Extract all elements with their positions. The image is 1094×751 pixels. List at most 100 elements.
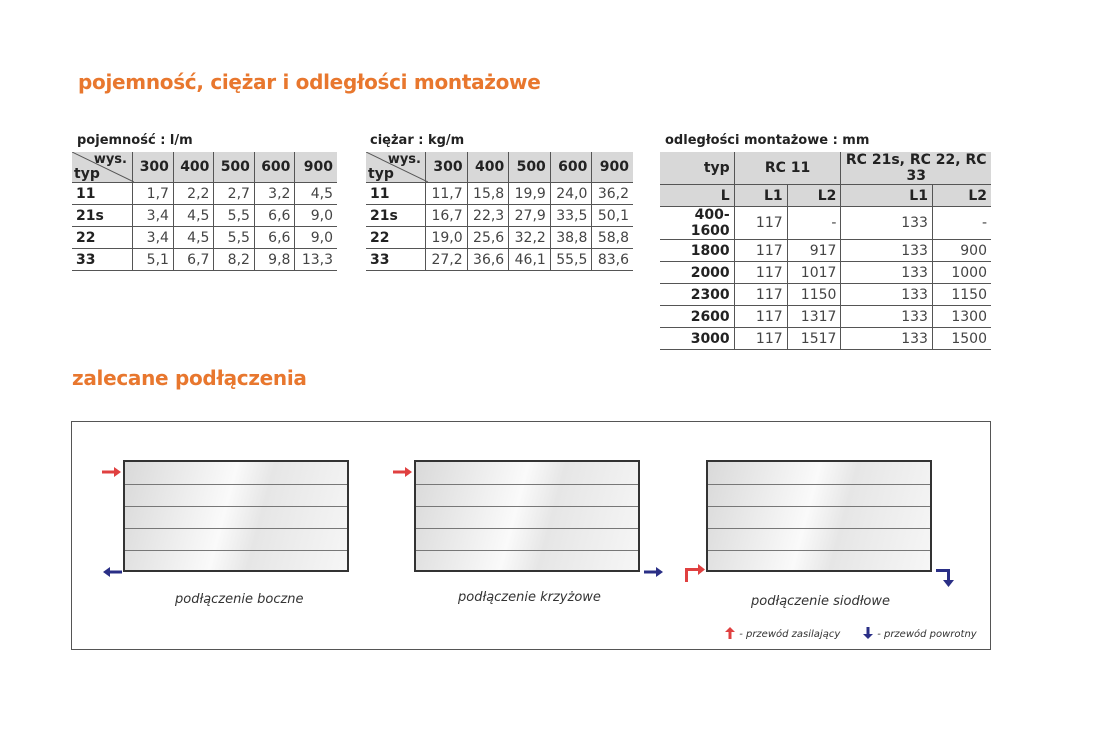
corner-top-label: wys. — [93, 152, 127, 167]
value-cell: 4,5 — [172, 226, 214, 249]
length-cell: 2300 — [660, 283, 735, 306]
diagonal-divider — [72, 152, 134, 182]
value-cell: 5,5 — [213, 226, 255, 249]
radiator-cross — [414, 460, 640, 572]
value-cell: 24,0 — [549, 182, 592, 205]
value-cell: 27,2 — [425, 248, 468, 271]
connection-label-side: podłączenie boczne — [175, 592, 304, 607]
legend-supply-label: - przewód zasilający — [739, 629, 841, 640]
value-cell: 55,5 — [549, 248, 592, 271]
type-cell: 22 — [366, 226, 426, 249]
type-cell: 11 — [366, 182, 426, 205]
section-title-specs: pojemność, ciężar i odległości montażowe — [78, 70, 541, 94]
value-cell: 83,6 — [591, 248, 633, 271]
type-cell: 11 — [72, 182, 133, 205]
table-row: 1800 117 917 133 900 — [660, 239, 991, 262]
return-arrow-elbow-icon — [936, 568, 958, 592]
legend-return: - przewód powrotny — [862, 626, 977, 640]
value-cell: 5,5 — [213, 204, 255, 227]
height-header: 600 — [549, 152, 592, 183]
value-cell: 133 — [840, 305, 933, 328]
table-row: 22 3,4 4,5 5,5 6,6 9,0 — [72, 226, 337, 249]
value-cell: 900 — [931, 239, 991, 262]
value-cell: 133 — [840, 206, 933, 240]
value-cell: 6,7 — [172, 248, 214, 271]
value-cell: 1017 — [786, 261, 841, 284]
value-cell: 46,1 — [508, 248, 551, 271]
arrow-up-icon — [725, 627, 735, 639]
value-cell: 6,6 — [253, 226, 295, 249]
capacity-table: wys. typ 300 400 500 600 900 11 1,7 2,2 2,7 3,2 4,5 2… — [72, 152, 337, 271]
corner-header: wys. typ — [366, 152, 428, 183]
value-cell: 36,6 — [466, 248, 509, 271]
return-arrow-left-icon — [102, 563, 122, 582]
connection-label-cross: podłączenie krzyżowe — [458, 590, 601, 605]
sub-header: L2 — [786, 184, 841, 207]
value-cell: 1300 — [931, 305, 991, 328]
value-cell: 1500 — [931, 327, 991, 350]
table-row: 2000 117 1017 133 1000 — [660, 261, 991, 284]
value-cell: 1150 — [931, 283, 991, 306]
table-row: 3000 117 1517 133 1500 — [660, 327, 991, 350]
radiator-side — [123, 460, 349, 572]
group-header-rc21: RC 21s, RC 22, RC 33 — [840, 152, 991, 185]
value-cell: 1517 — [786, 327, 841, 350]
table-row: 2300 117 1150 133 1150 — [660, 283, 991, 306]
value-cell: 9,8 — [253, 248, 295, 271]
height-header: 900 — [294, 152, 337, 183]
diagonal-divider — [366, 152, 428, 182]
sub-header: L2 — [931, 184, 991, 207]
value-cell: 16,7 — [425, 204, 468, 227]
value-cell: 3,2 — [253, 182, 295, 205]
value-cell: 117 — [733, 239, 788, 262]
value-cell: 19,0 — [425, 226, 468, 249]
value-cell: 133 — [840, 327, 933, 350]
value-cell: 9,0 — [294, 226, 337, 249]
value-cell: - — [786, 206, 841, 240]
value-cell: 38,8 — [549, 226, 592, 249]
value-cell: 117 — [733, 261, 788, 284]
weight-table: wys. typ 300 400 500 600 900 11 11,7 15,8 19,9 24,0… — [366, 152, 633, 271]
height-header: 600 — [253, 152, 295, 183]
table-row: 11 1,7 2,2 2,7 3,2 4,5 — [72, 182, 337, 205]
value-cell: 25,6 — [466, 226, 509, 249]
connection-label-saddle: podłączenie siodłowe — [751, 594, 891, 609]
legend-supply: - przewód zasilający — [724, 626, 840, 640]
value-cell: 133 — [840, 261, 933, 284]
length-cell: 400-1600 — [660, 206, 735, 240]
sub-header: L1 — [733, 184, 788, 207]
table-row: 33 27,2 36,6 46,1 55,5 83,6 — [366, 248, 633, 271]
value-cell: 117 — [733, 283, 788, 306]
corner-header: wys. typ — [72, 152, 134, 183]
weight-caption: ciężar : kg/m — [370, 133, 465, 148]
corner-bottom-label: typ — [368, 166, 394, 182]
type-cell: 22 — [72, 226, 133, 249]
sub-header: L1 — [840, 184, 933, 207]
value-cell: 117 — [733, 327, 788, 350]
value-cell: 33,5 — [549, 204, 592, 227]
height-header: 400 — [172, 152, 214, 183]
length-cell: 2000 — [660, 261, 735, 284]
sub-header: L — [660, 184, 735, 207]
value-cell: 2,2 — [172, 182, 214, 205]
value-cell: 15,8 — [466, 182, 509, 205]
value-cell: 2,7 — [213, 182, 255, 205]
value-cell: 9,0 — [294, 204, 337, 227]
table-row: 2600 117 1317 133 1300 — [660, 305, 991, 328]
section-title-connections: zalecane podłączenia — [72, 366, 307, 390]
length-cell: 1800 — [660, 239, 735, 262]
value-cell: 36,2 — [591, 182, 633, 205]
distances-table: typ RC 11 RC 21s, RC 22, RC 33 L L1 L2 L1 L2 400… — [660, 152, 991, 350]
value-cell: 22,3 — [466, 204, 509, 227]
value-cell: 1,7 — [132, 182, 174, 205]
length-cell: 3000 — [660, 327, 735, 350]
value-cell: 1150 — [786, 283, 841, 306]
capacity-caption: pojemność : l/m — [77, 133, 193, 148]
height-header: 300 — [132, 152, 174, 183]
connections-diagram — [71, 421, 991, 650]
value-cell: - — [931, 206, 991, 240]
value-cell: 6,6 — [253, 204, 295, 227]
height-header: 300 — [425, 152, 468, 183]
length-cell: 2600 — [660, 305, 735, 328]
corner-bottom-label: typ — [74, 166, 100, 182]
